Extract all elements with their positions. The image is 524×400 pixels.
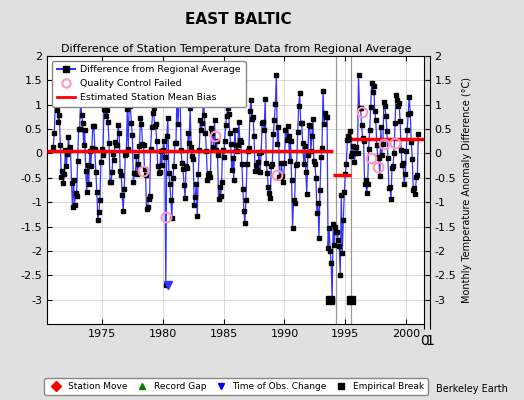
Text: EAST BALTIC: EAST BALTIC [185,12,292,27]
Legend: Station Move, Record Gap, Time of Obs. Change, Empirical Break: Station Move, Record Gap, Time of Obs. C… [44,378,428,394]
Title: Difference of Station Temperature Data from Regional Average: Difference of Station Temperature Data f… [61,44,411,54]
Text: Berkeley Earth: Berkeley Earth [436,384,508,394]
Y-axis label: Monthly Temperature Anomaly Difference (°C): Monthly Temperature Anomaly Difference (… [462,77,472,303]
